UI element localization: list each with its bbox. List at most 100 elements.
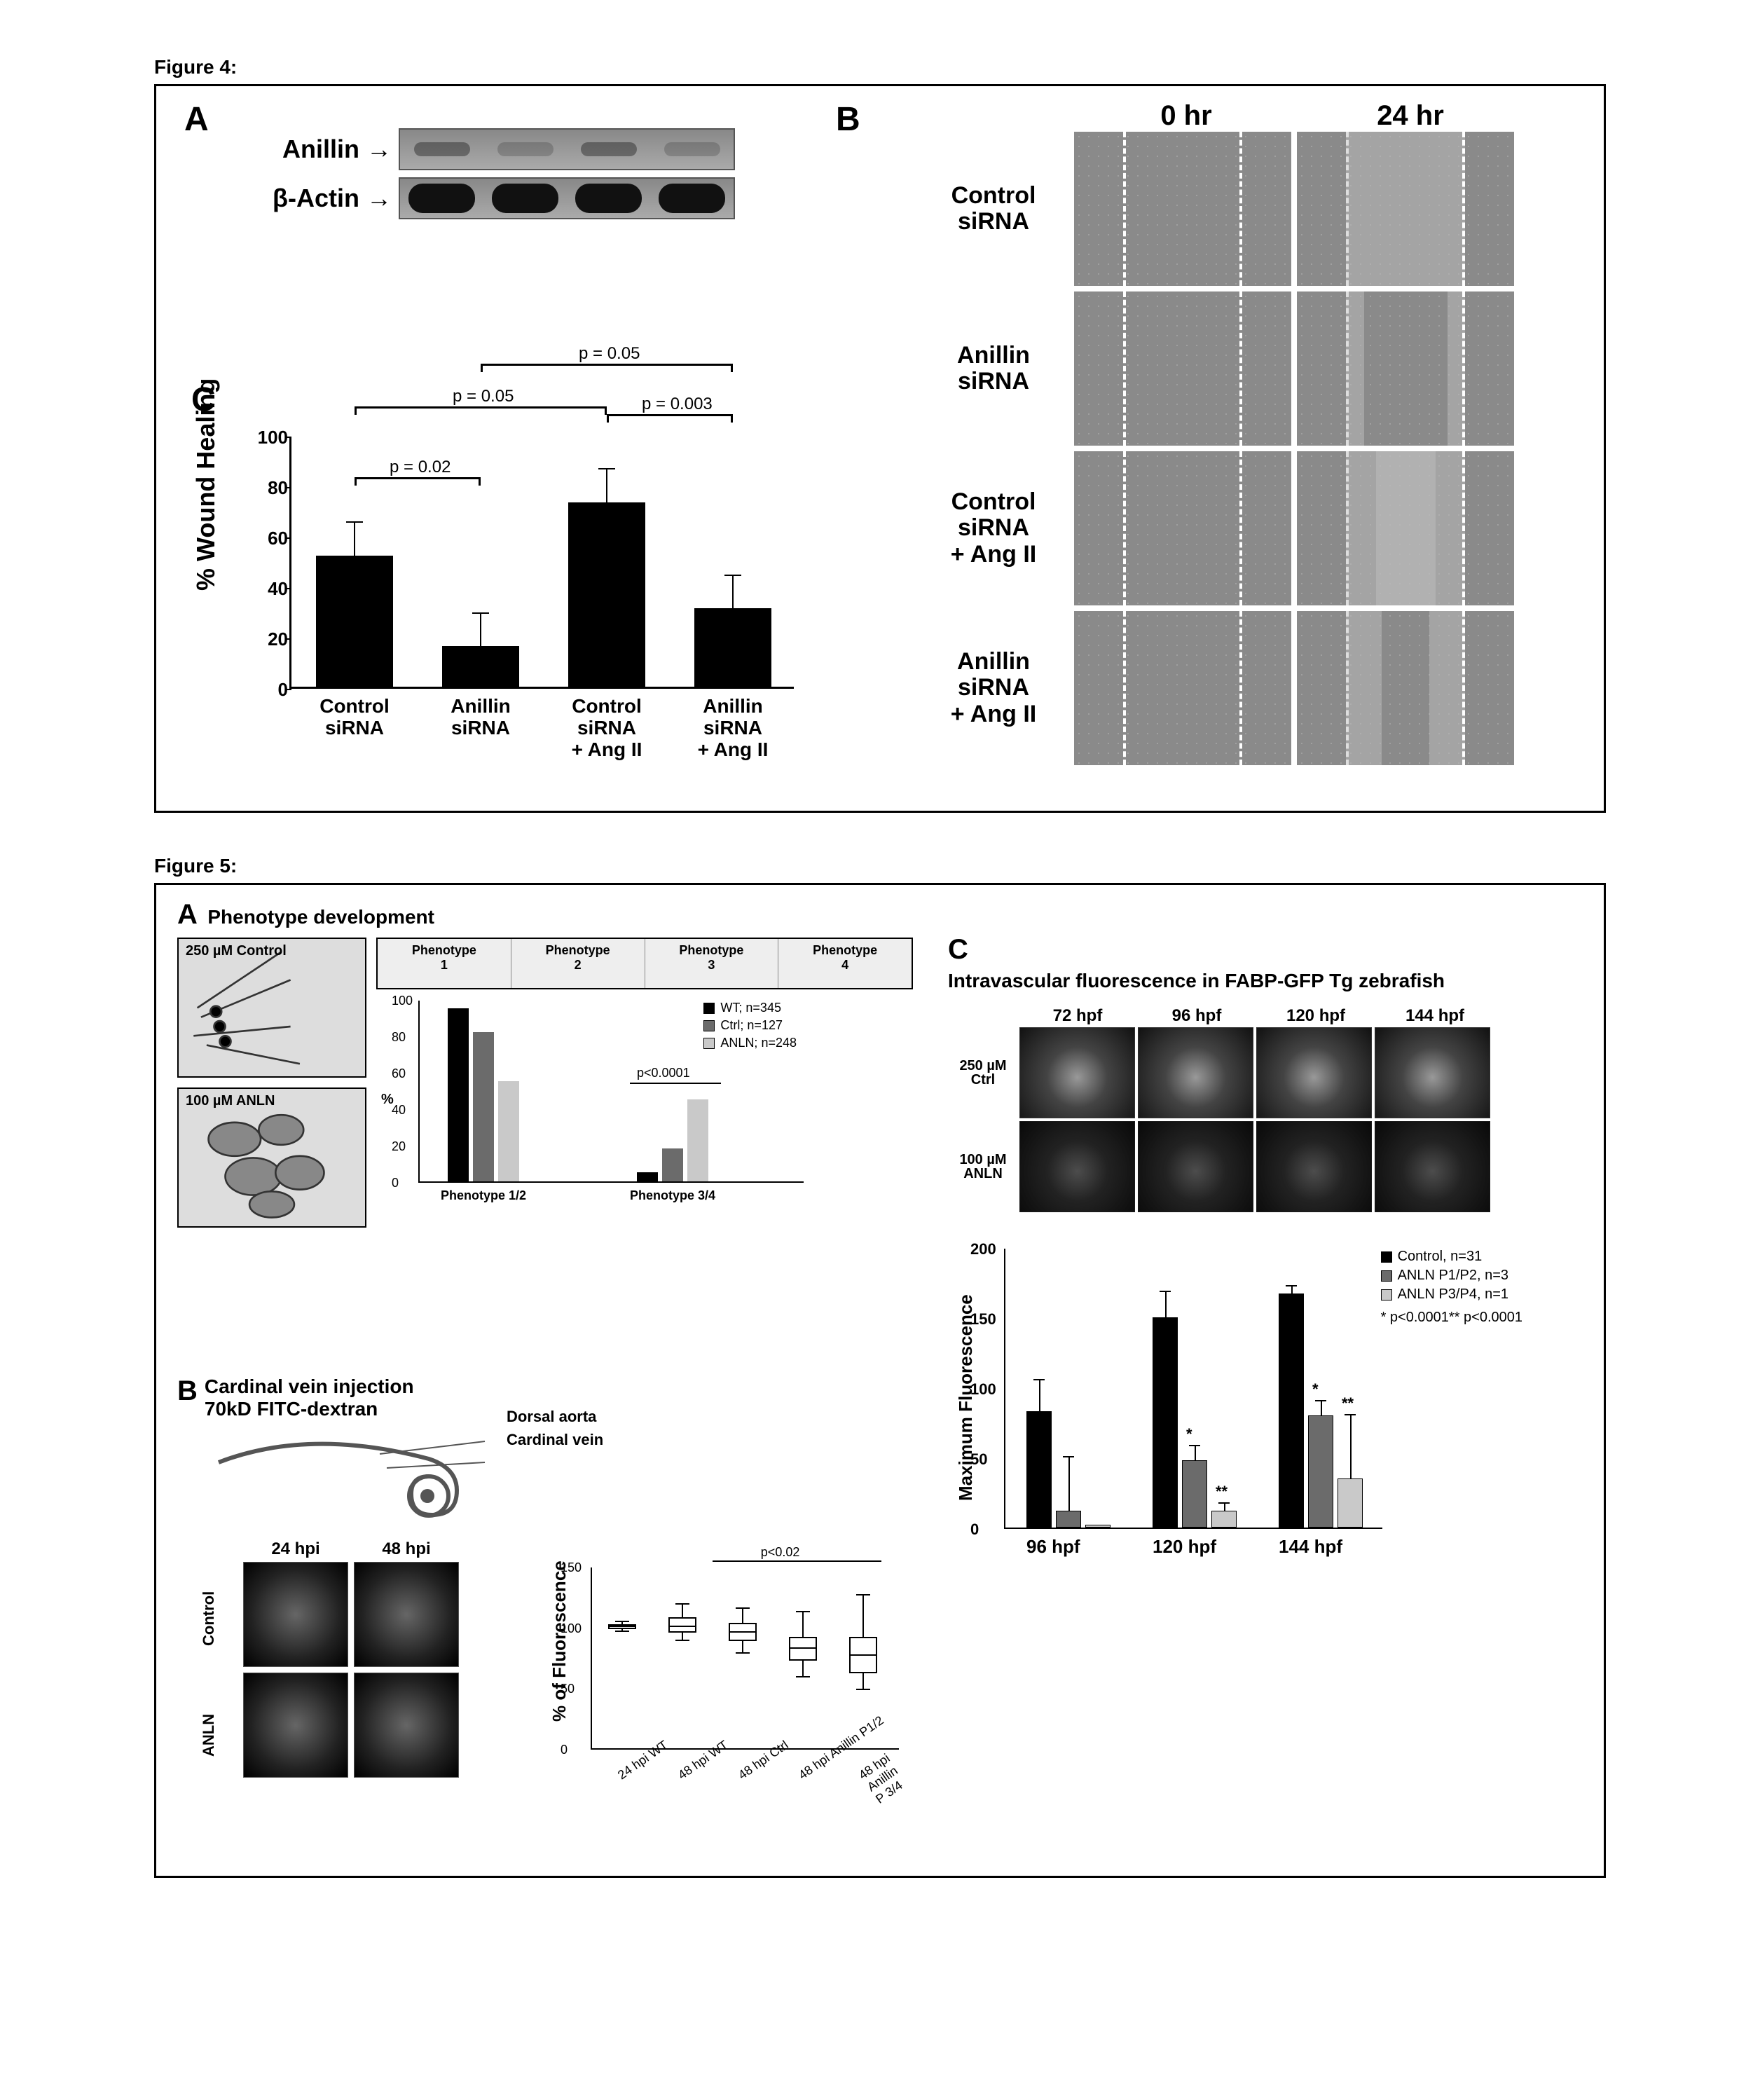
fig4c-ylabel: % Wound Healing	[191, 378, 221, 591]
eye-image	[243, 1673, 348, 1778]
legend-item: Ctrl; n=127	[703, 1018, 797, 1033]
significance-label: p = 0.05	[453, 387, 514, 406]
scratch-assay-grid: 0 hr 24 hr Control siRNAAnillin siRNACon…	[913, 100, 1522, 771]
bar	[662, 1148, 683, 1181]
col-24hpi: 24 hpi	[240, 1539, 351, 1559]
x-label: 24 hpi WT	[615, 1738, 671, 1783]
x-category-label: Control siRNA	[295, 696, 414, 739]
x-category-label: Anillin siRNA + Ang II	[673, 696, 792, 760]
fig5C-legend: Control, n=31ANLN P1/P2, n=3ANLN P3/P4, …	[1381, 1249, 1522, 1331]
phenotype-header: Phenotype 1	[378, 939, 511, 988]
phenotype-strip: Phenotype 1Phenotype 2Phenotype 3Phenoty…	[376, 938, 913, 989]
anillin-blot-strip	[399, 128, 735, 170]
eye-row-label: ANLN	[200, 1694, 218, 1757]
micro-caption-ctrl: 250 µM Control	[186, 943, 287, 959]
fig5C-image-grid: 72 hpf96 hpf120 hpf144 hpf 250 µM Ctrl10…	[948, 1006, 1536, 1214]
micrograph-anln: 100 µM ANLN	[177, 1087, 366, 1228]
box	[789, 1637, 817, 1661]
x-label: 48 hpi Anillin P 3/4	[856, 1746, 916, 1807]
bar	[1308, 1415, 1333, 1528]
bar	[1211, 1511, 1237, 1528]
label-dorsal-aorta: Dorsal aorta	[507, 1405, 603, 1428]
fig5-label: Figure 5:	[154, 855, 1606, 877]
x-label: 96 hpf	[1026, 1536, 1080, 1558]
scratch-image	[1297, 132, 1514, 286]
bar	[1026, 1411, 1052, 1528]
x-label: 48 hpi WT	[675, 1738, 731, 1783]
x-category-label: Control siRNA + Ang II	[547, 696, 666, 760]
scratch-image	[1074, 451, 1291, 605]
row-label: 250 µM Ctrl	[948, 1059, 1018, 1087]
bar	[1153, 1317, 1178, 1528]
scratch-image	[1074, 291, 1291, 446]
sig-text: p<0.0001	[637, 1066, 690, 1080]
sig-star: *	[1186, 1425, 1192, 1443]
bar	[637, 1172, 658, 1181]
significance-label: p = 0.02	[390, 458, 451, 477]
col-24hr: 24 hr	[1298, 100, 1522, 132]
col-0hr: 0 hr	[1074, 100, 1298, 132]
x-category-label: Anillin siRNA	[421, 696, 540, 739]
arrow-icon: →	[366, 184, 392, 213]
scratch-row-label: Control siRNA + Ang II	[913, 489, 1074, 568]
bar	[1056, 1511, 1081, 1528]
fig5A-legend: WT; n=345Ctrl; n=127ANLN; n=248	[703, 1001, 797, 1053]
legend-item: WT; n=345	[703, 1001, 797, 1015]
scratch-row-label: Anillin siRNA + Ang II	[913, 649, 1074, 727]
significance-label: p = 0.003	[642, 394, 713, 414]
fluorescence-image	[1019, 1027, 1135, 1118]
fig5-panelC: C Intravascular fluorescence in FABP-GFP…	[948, 934, 1536, 1571]
fluorescence-image	[1256, 1121, 1372, 1212]
vein-diagram	[205, 1420, 499, 1532]
x-label: Phenotype 3/4	[630, 1188, 715, 1203]
sig-legend: * p<0.0001	[1381, 1310, 1449, 1326]
col-header: 120 hpf	[1256, 1006, 1375, 1026]
figure-5: A Phenotype development 250 µM Control 1…	[154, 883, 1606, 1878]
wound-healing-chart: % Wound Healing 020406080100Control siRN…	[205, 380, 822, 787]
col-header: 72 hpf	[1018, 1006, 1137, 1026]
sig-star: **	[1342, 1394, 1354, 1413]
col-48hpi: 48 hpi	[351, 1539, 462, 1559]
scratch-image	[1297, 611, 1514, 765]
micro-caption-anln: 100 µM ANLN	[186, 1093, 275, 1109]
fig5B-letter: B	[177, 1375, 198, 1407]
fig4-panelA-letter: A	[184, 100, 209, 139]
significance-label: p = 0.05	[579, 344, 640, 364]
blot-label-anillin: Anillin	[233, 135, 366, 164]
sig-star: *	[1312, 1380, 1319, 1399]
actin-blot-strip	[399, 177, 735, 219]
bar	[473, 1032, 494, 1181]
fig5A-subtitle: Phenotype development	[207, 906, 434, 928]
bar	[498, 1081, 519, 1181]
col-header: 96 hpf	[1137, 1006, 1256, 1026]
bar	[1338, 1478, 1363, 1528]
fig5-panelB: B Cardinal vein injection 70kD FITC-dext…	[177, 1375, 913, 1539]
fig5B-subtitle: Cardinal vein injection 70kD FITC-dextra…	[205, 1375, 499, 1420]
fluorescence-image	[1138, 1121, 1253, 1212]
sig-legend: ** p<0.0001	[1449, 1310, 1522, 1326]
scratch-image	[1074, 132, 1291, 286]
fig4-panelB-letter: B	[836, 100, 860, 139]
micrograph-control: 250 µM Control	[177, 938, 366, 1078]
fig5C-letter: C	[948, 934, 968, 965]
scratch-image	[1297, 451, 1514, 605]
scratch-image	[1297, 291, 1514, 446]
x-label: 120 hpf	[1153, 1536, 1216, 1558]
bar	[442, 646, 519, 687]
eye-row-label: Control	[200, 1583, 218, 1646]
fluorescence-image	[1138, 1027, 1253, 1118]
legend-item: Control, n=31	[1381, 1249, 1522, 1265]
x-label: 144 hpf	[1279, 1536, 1342, 1558]
fig5A-chart: 020406080100%Phenotype 1/2Phenotype 3/4p…	[376, 994, 811, 1211]
fig5C-subtitle: Intravascular fluorescence in FABP-GFP T…	[948, 970, 1536, 992]
label-cardinal-vein: Cardinal vein	[507, 1428, 603, 1451]
bar	[448, 1008, 469, 1181]
fluorescence-image	[1375, 1027, 1490, 1118]
fig5C-chart: Maximum Fluorescence 05010015020096 hpf*…	[948, 1235, 1522, 1571]
bar	[687, 1099, 708, 1181]
bar	[1182, 1460, 1207, 1528]
eye-image	[243, 1562, 348, 1667]
fig5-panelA: A Phenotype development 250 µM Control 1…	[177, 899, 913, 1228]
x-label: Phenotype 1/2	[441, 1188, 526, 1203]
fig5A-letter: A	[177, 899, 198, 930]
